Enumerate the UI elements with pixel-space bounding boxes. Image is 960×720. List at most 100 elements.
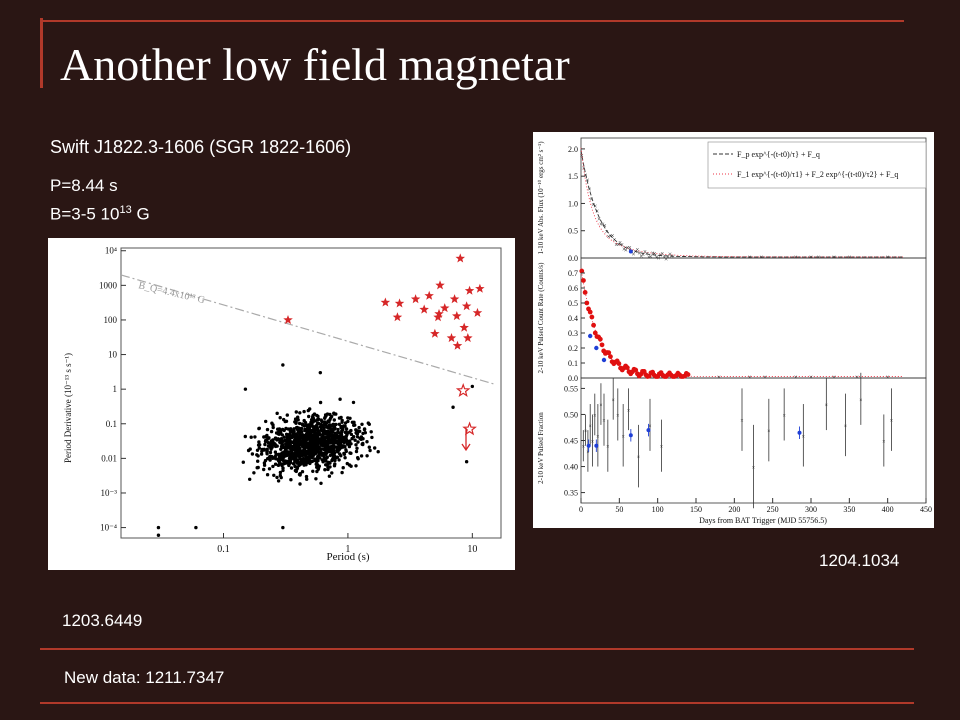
pulsar-point (249, 435, 253, 439)
pulsar-point (314, 450, 319, 454)
pulsar-point (259, 452, 264, 456)
pulsar-point (272, 473, 276, 477)
fraction-point: × (890, 419, 893, 425)
pulsar-point (266, 444, 271, 448)
flux-point: × (622, 246, 626, 254)
y-tick-label: 0.45 (564, 437, 578, 446)
upper-limit-arrow (461, 428, 471, 452)
fraction-point: × (782, 413, 785, 419)
pulsar-point (323, 468, 327, 472)
pulsar-point (337, 439, 341, 443)
flux-point: × (759, 253, 763, 261)
pulsar-point (346, 416, 350, 420)
magnetar-point (449, 294, 460, 304)
pulsar-point (316, 444, 320, 448)
pulsar-point (311, 454, 315, 458)
pulsar-point (299, 458, 303, 462)
field-value-exponent: 13 (119, 204, 132, 216)
pulsar-point (281, 363, 285, 367)
x-tick-label: 250 (767, 505, 779, 514)
pulsar-point (351, 400, 356, 405)
pulsar-point (368, 448, 372, 453)
pulsar-point (275, 444, 279, 448)
x-tick-label: 200 (728, 505, 740, 514)
pulsar-point (282, 435, 286, 439)
flux-point: × (626, 244, 630, 252)
pulsar-point (367, 422, 371, 426)
pulsar-point (289, 478, 293, 482)
quantum-field-label: B_Q=4.4x10¹³ G (137, 280, 205, 306)
rate-point (633, 367, 639, 373)
y-tick-label: 0.0 (568, 374, 578, 383)
pulsar-point (277, 460, 282, 464)
flux-point: × (639, 253, 643, 261)
fraction-point-blue (646, 428, 651, 433)
magnetar-point (380, 297, 391, 307)
magnetar-point (433, 312, 443, 322)
pulsar-point (354, 443, 358, 447)
fraction-point: × (616, 413, 619, 419)
flux-point: × (601, 220, 605, 228)
flux-point: × (591, 201, 595, 209)
pulsar-point (292, 457, 297, 461)
pulsar-point (275, 411, 279, 416)
pulsar-point (283, 419, 287, 424)
y-tick-label: 10⁻⁴ (100, 523, 117, 533)
pulsar-point (290, 440, 295, 445)
rate-point: × (794, 374, 798, 382)
flux-point: × (628, 244, 632, 252)
pulsar-point (298, 472, 302, 476)
flux-point: × (603, 222, 607, 230)
flux-point: × (651, 250, 655, 258)
pulsar-point (320, 419, 324, 424)
pulsar-point (280, 463, 284, 468)
flux-y-axis-label: 1-10 keV Abs. Flux (10⁻¹⁰ ergs cm² s⁻¹) (537, 141, 545, 255)
y-tick-label: 0.5 (568, 227, 578, 236)
magnetar-point (430, 328, 440, 338)
timing-x-axis-label: Days from BAT Trigger (MJD 55756.5) (699, 516, 827, 525)
pulsar-point (285, 433, 289, 438)
pulsar-point (281, 525, 285, 530)
rate-point: × (763, 374, 767, 382)
ppdot-y-axis-label: Period Derivative (10⁻¹³ s s⁻¹) (63, 353, 73, 463)
magnetar-point (455, 253, 465, 263)
y-tick-label: 100 (104, 315, 118, 325)
pulsar-point (341, 466, 345, 470)
flux-point: × (582, 165, 586, 173)
pulsar-point (352, 420, 356, 424)
pulsar-point (326, 429, 330, 434)
pulsar-point (365, 454, 369, 458)
pulsar-point (281, 443, 285, 448)
pulsar-point (298, 453, 302, 457)
pulsar-point (265, 427, 270, 432)
pulsar-point (365, 440, 369, 444)
pulsar-point (353, 423, 357, 427)
pulsar-point (310, 443, 314, 447)
magnetar-point (452, 311, 462, 321)
pulsar-point (464, 460, 469, 464)
pulsar-point (320, 458, 324, 462)
rate-point (606, 350, 612, 356)
pulsar-point (318, 456, 322, 460)
magnetar-point (475, 283, 485, 293)
flux-point: × (597, 215, 601, 223)
flux-point: × (886, 253, 890, 261)
rate-point (592, 330, 598, 336)
flux-point: × (670, 253, 674, 261)
target-source-point (462, 421, 477, 436)
fraction-point: × (582, 445, 585, 451)
pulsar-point (241, 460, 245, 464)
pulsar-point (301, 449, 305, 453)
pulsar-point (355, 435, 360, 439)
flux-point: × (605, 228, 609, 236)
x-tick-label: 150 (690, 505, 702, 514)
x-tick-label: 450 (920, 505, 932, 514)
x-tick-label: 50 (615, 505, 623, 514)
pulsar-point (321, 435, 325, 439)
magnetar-point (446, 333, 457, 343)
pulsar-point (271, 425, 275, 430)
pulsar-point (257, 426, 261, 430)
pulsar-point (156, 533, 161, 537)
pulsar-point (354, 464, 358, 468)
pulsar-point (320, 443, 324, 447)
